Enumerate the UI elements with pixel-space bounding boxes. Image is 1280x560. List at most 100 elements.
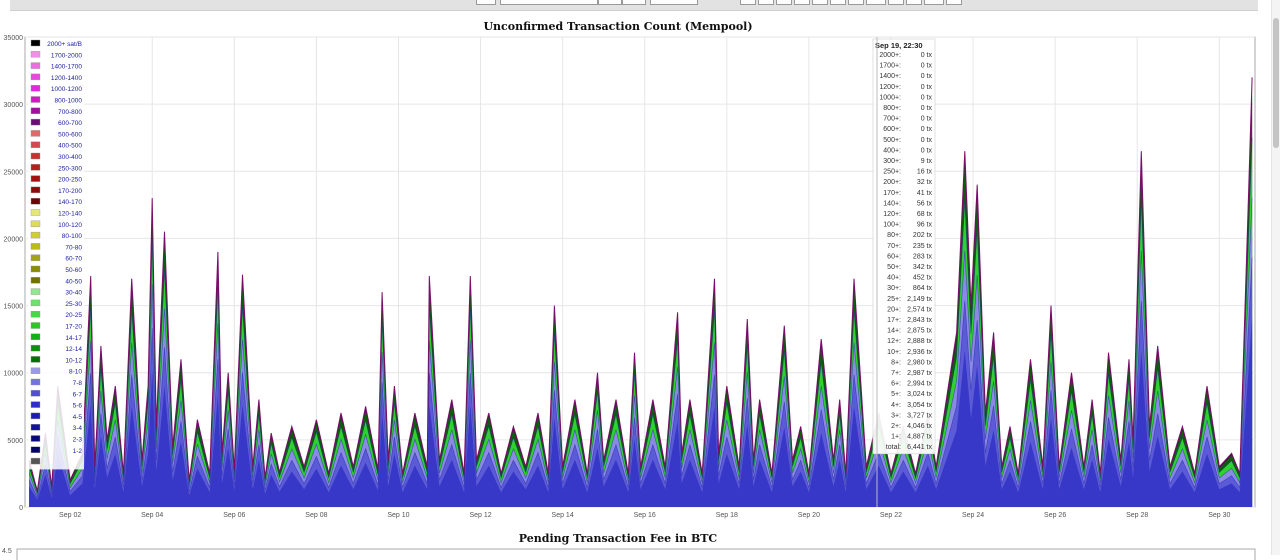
tooltip-value: 342 tx (913, 264, 933, 271)
band-line-1 (28, 197, 1253, 497)
legend-swatch (30, 186, 41, 194)
legend-label: 140-170 (58, 199, 82, 206)
tooltip-value: 4,887 tx (907, 434, 932, 441)
toolbar-button[interactable] (830, 0, 846, 5)
hover-tooltip: Sep 19, 22:30 2000+: 0 tx 1700+: 0 tx 1400+: 0… (872, 38, 936, 455)
legend-label: 170-200 (58, 188, 82, 195)
legend-swatch (30, 412, 41, 420)
y-tick-label: 25000 (4, 169, 24, 176)
tooltip-value: 0 tx (921, 84, 933, 91)
legend-label: 1200-1400 (51, 75, 82, 82)
tooltip-label: 17+: (887, 317, 901, 324)
x-tick-label: Sep 08 (305, 512, 327, 519)
toolbar-button[interactable] (848, 0, 864, 5)
tooltip-value: 32 tx (917, 179, 933, 186)
legend-label: 2000+ sat/B (47, 41, 82, 48)
tooltip-label: 2+: (891, 423, 901, 430)
tooltip-label: 6+: (891, 381, 901, 388)
tooltip-value: 2,980 tx (907, 359, 932, 366)
tooltip-value: 2,843 tx (907, 317, 932, 324)
toolbar-button[interactable] (740, 0, 756, 5)
legend-label: 40-50 (65, 278, 82, 285)
toolbar-button[interactable] (622, 0, 646, 5)
x-tick-label: Sep 10 (387, 512, 409, 519)
toolbar-button[interactable] (758, 0, 774, 5)
legend-swatch (30, 243, 41, 250)
legend-swatch (30, 457, 41, 465)
legend-label: 70-80 (65, 244, 82, 251)
x-tick-label: Sep 20 (798, 512, 820, 519)
toolbar-button[interactable] (866, 0, 886, 5)
tooltip-value: 0 tx (921, 52, 933, 59)
tooltip-header: Sep 19, 22:30 (875, 41, 923, 50)
legend-swatch (30, 435, 41, 442)
second-y-tick-label: 4.5 (2, 548, 12, 555)
legend: 2000+ sat/B 1700-2000 1400-1700 1200-1400 10… (28, 38, 84, 470)
legend-swatch (30, 118, 41, 126)
toolbar-button[interactable] (776, 0, 792, 5)
tooltip-value: 56 tx (917, 200, 933, 207)
tooltip-label: 7+: (891, 370, 901, 377)
tooltip-label: 1200+: (879, 84, 901, 91)
tooltip-label: 700+: (883, 116, 901, 123)
tooltip-label: 120+: (883, 211, 901, 218)
scrollbar-thumb[interactable] (1273, 18, 1279, 148)
legend-swatch (30, 424, 41, 431)
page-scrollbar[interactable] (1271, 0, 1280, 555)
legend-label: 2-3 (73, 437, 83, 444)
tooltip-value: 4,046 tx (907, 423, 932, 430)
tooltip-value: 0 tx (921, 63, 933, 70)
toolbar-button[interactable] (812, 0, 828, 5)
legend-label: 250-300 (58, 165, 82, 172)
tooltip-label: 40+: (887, 275, 901, 282)
tooltip-label: 50+: (887, 264, 901, 271)
x-tick-label: Sep 26 (1044, 512, 1066, 519)
legend-label: 12-14 (65, 346, 82, 353)
tooltip-value: 3,024 tx (907, 391, 932, 398)
tooltip-value: 283 tx (913, 253, 933, 260)
tooltip-label: 1700+: (879, 63, 901, 70)
tooltip-value: 202 tx (913, 232, 933, 239)
tooltip-value: 41 tx (917, 190, 933, 197)
tooltip-value: 0 tx (921, 137, 933, 144)
tooltip-label: total: (886, 444, 901, 451)
legend-label: 30-40 (65, 290, 82, 297)
toolbar-button[interactable] (906, 0, 922, 5)
toolbar-button[interactable] (500, 0, 598, 5)
tooltip-value: 0 tx (921, 94, 933, 101)
range-toolbar (10, 0, 1258, 11)
legend-label: 1700-2000 (51, 52, 82, 59)
legend-swatch (30, 288, 41, 295)
legend-swatch (30, 344, 41, 352)
tooltip-label: 100+: (883, 222, 901, 229)
toolbar-button[interactable] (476, 0, 496, 5)
tooltip-label: 60+: (887, 253, 901, 260)
toolbar-button[interactable] (924, 0, 944, 5)
band-line-2 (28, 137, 1253, 494)
toolbar-button[interactable] (946, 0, 962, 5)
toolbar-button[interactable] (598, 0, 622, 5)
legend-swatch (30, 96, 41, 103)
legend-label: 8-10 (69, 369, 82, 376)
legend-label: 100-120 (58, 222, 82, 229)
tooltip-label: 25+: (887, 296, 901, 303)
legend-label: 7-8 (73, 380, 83, 387)
toolbar-button[interactable] (888, 0, 904, 5)
tooltip-value: 0 tx (921, 73, 933, 80)
x-tick-label: Sep 24 (962, 512, 984, 519)
toolbar-button[interactable] (794, 0, 810, 5)
second-chart: 4.5 (2, 548, 1256, 560)
tooltip-label: 300+: (883, 158, 901, 165)
tooltip-value: 452 tx (913, 275, 933, 282)
second-chart-title: Pending Transaction Fee in BTC (518, 532, 718, 545)
x-tick-label: Sep 06 (223, 512, 245, 519)
legend-label: 50-60 (65, 267, 82, 274)
mempool-chart[interactable]: 35000 30000 25000 20000 15000 10000 5000 0 Sep 0… (0, 0, 1265, 555)
x-tick-label: Sep 14 (552, 512, 574, 519)
legend-swatch (30, 107, 41, 115)
toolbar-button[interactable] (650, 0, 698, 5)
tooltip-label: 5+: (891, 391, 901, 398)
tooltip-value: 16 tx (917, 169, 933, 176)
legend-swatch (30, 73, 41, 81)
legend-swatch (30, 39, 41, 47)
